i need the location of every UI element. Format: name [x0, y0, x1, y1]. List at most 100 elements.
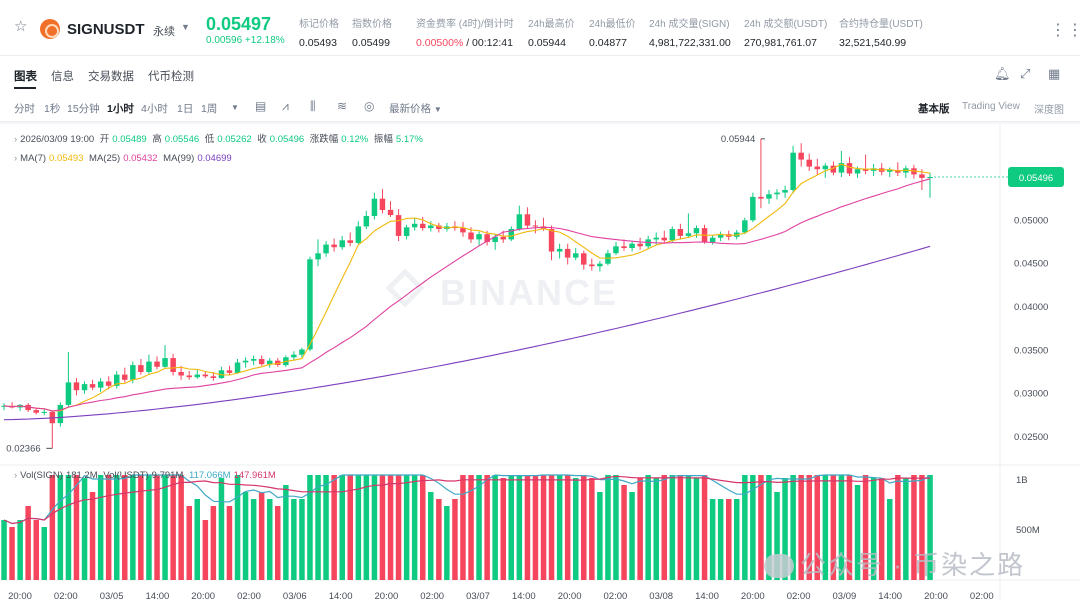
- time-tick-label: 03/08: [649, 591, 673, 602]
- legend-high: 0.05546: [164, 134, 200, 145]
- stat-label: 标记价格: [299, 19, 339, 30]
- calendar-icon[interactable]: ▤: [255, 99, 267, 113]
- volume-bar: [774, 492, 780, 580]
- collapse-icon[interactable]: ›: [14, 470, 18, 481]
- view-basic[interactable]: 基本版: [918, 103, 950, 115]
- volume-bar: [178, 475, 184, 580]
- view-depth[interactable]: 深度图: [1034, 105, 1064, 116]
- volume-bar: [814, 475, 820, 580]
- candle-body: [105, 381, 112, 386]
- contract-type[interactable]: 永续: [153, 26, 175, 38]
- volume-bar: [323, 475, 329, 580]
- volume-bar: [492, 475, 498, 580]
- candle-body: [798, 152, 804, 160]
- volume-bar: [315, 475, 321, 580]
- candle-body: [403, 227, 410, 236]
- favorite-star-icon[interactable]: ☆: [14, 18, 28, 35]
- collapse-icon[interactable]: ›: [14, 153, 18, 164]
- candle-body: [927, 177, 933, 178]
- more-icon[interactable]: ⋮⋮: [1050, 22, 1080, 39]
- symbol-name[interactable]: SIGNUSDT: [67, 21, 145, 38]
- volume-bar: [516, 475, 523, 580]
- current-price-tag: [1008, 167, 1064, 187]
- volume-bar: [57, 475, 64, 580]
- ticker-header: [0, 0, 1080, 56]
- volume-bar: [9, 527, 15, 580]
- volume-bar: [862, 475, 869, 580]
- volume-bar: [411, 475, 418, 580]
- stat-value: 0.00500% / 00:12:41: [416, 37, 514, 49]
- stat-index-price[interactable]: 指数价格 0.05499: [352, 15, 392, 49]
- interval-15m[interactable]: 15分钟: [67, 103, 100, 115]
- stat-label: 24h最高价: [528, 19, 575, 30]
- tab-token-check[interactable]: 代币检测: [148, 71, 194, 83]
- volume-bar: [476, 475, 482, 580]
- volume-bar: [669, 475, 676, 580]
- volume-bar: [170, 475, 176, 580]
- candle-body: [532, 225, 539, 227]
- stat-open-interest[interactable]: 合约持仓量(USDT) 32,521,540.99: [839, 15, 923, 49]
- volume-bar: [444, 506, 450, 580]
- volume-bar: [524, 475, 531, 580]
- candle-body: [218, 370, 225, 379]
- view-tradingview[interactable]: Trading View: [962, 101, 1020, 112]
- target-icon[interactable]: ◎: [364, 99, 375, 113]
- interval-1h[interactable]: 1小时: [107, 103, 134, 115]
- binance-logo-watermark: [385, 268, 425, 308]
- stat-funding-rate[interactable]: 资金费率 (4时)/倒计时 0.00500% / 00:12:41: [416, 15, 514, 49]
- volume-bar: [500, 478, 506, 580]
- candle-body: [516, 214, 523, 229]
- layout-grid-icon[interactable]: ▦: [1048, 66, 1061, 81]
- stat-value: 0.05944: [528, 37, 566, 49]
- tab-trading-data[interactable]: 交易数据: [88, 71, 134, 83]
- settings-sliders-icon[interactable]: ≋: [337, 99, 348, 113]
- candle-body: [411, 223, 418, 228]
- low-marker-label: 0.02366: [6, 443, 40, 454]
- expand-icon[interactable]: ⤢: [1020, 66, 1031, 81]
- volume-bar: [726, 499, 732, 580]
- volume-tick-label: 500M: [1016, 525, 1040, 536]
- chevron-down-icon[interactable]: ▼: [181, 22, 190, 32]
- interval-4h[interactable]: 4小时: [141, 103, 168, 115]
- volume-bar: [709, 499, 716, 580]
- candle-body: [299, 349, 305, 355]
- volume-bar: [234, 475, 241, 580]
- time-tick-label: 03/07: [466, 591, 490, 602]
- interval-line[interactable]: 分时: [14, 103, 35, 115]
- time-tick-label: 20:00: [375, 591, 399, 602]
- volume-bar: [428, 492, 434, 580]
- collapse-icon[interactable]: ›: [14, 134, 18, 145]
- candle-body: [508, 229, 514, 240]
- tab-info[interactable]: 信息: [51, 71, 74, 83]
- interval-1s[interactable]: 1秒: [44, 103, 61, 115]
- tab-chart[interactable]: 图表: [14, 71, 37, 83]
- alert-bell-icon[interactable]: 🔔︎: [994, 66, 1011, 81]
- ma7-line: [3, 163, 931, 412]
- candle-body: [846, 163, 853, 174]
- volume-bar: [73, 475, 80, 580]
- volume-bar: [564, 475, 571, 580]
- interval-1d[interactable]: 1日: [177, 103, 194, 115]
- indicator-icon[interactable]: ⩘: [282, 99, 289, 113]
- candle-body: [194, 374, 200, 378]
- chart-toolbar: [0, 94, 1080, 122]
- volume-bar: [919, 475, 925, 580]
- time-tick-label: 02:00: [970, 591, 994, 602]
- volume-bar: [25, 506, 31, 580]
- volume-bar: [790, 475, 796, 580]
- candle-body: [693, 228, 700, 234]
- time-tick-label: 20:00: [741, 591, 765, 602]
- volume-bar: [854, 485, 861, 580]
- candle-body: [186, 375, 192, 378]
- interval-1w[interactable]: 1周: [201, 103, 218, 115]
- volume-bar: [685, 475, 692, 580]
- legend-volume-usdt: 9.791M: [151, 470, 184, 481]
- volume-bar: [677, 475, 684, 580]
- candle-body: [742, 220, 748, 233]
- candle-style-icon[interactable]: ⫼: [310, 99, 316, 113]
- price-type-select[interactable]: 最新价格 ▼: [389, 101, 442, 116]
- volume-bar: [105, 475, 112, 580]
- volume-bar: [911, 475, 917, 580]
- interval-dropdown-icon[interactable]: ▼: [231, 103, 239, 112]
